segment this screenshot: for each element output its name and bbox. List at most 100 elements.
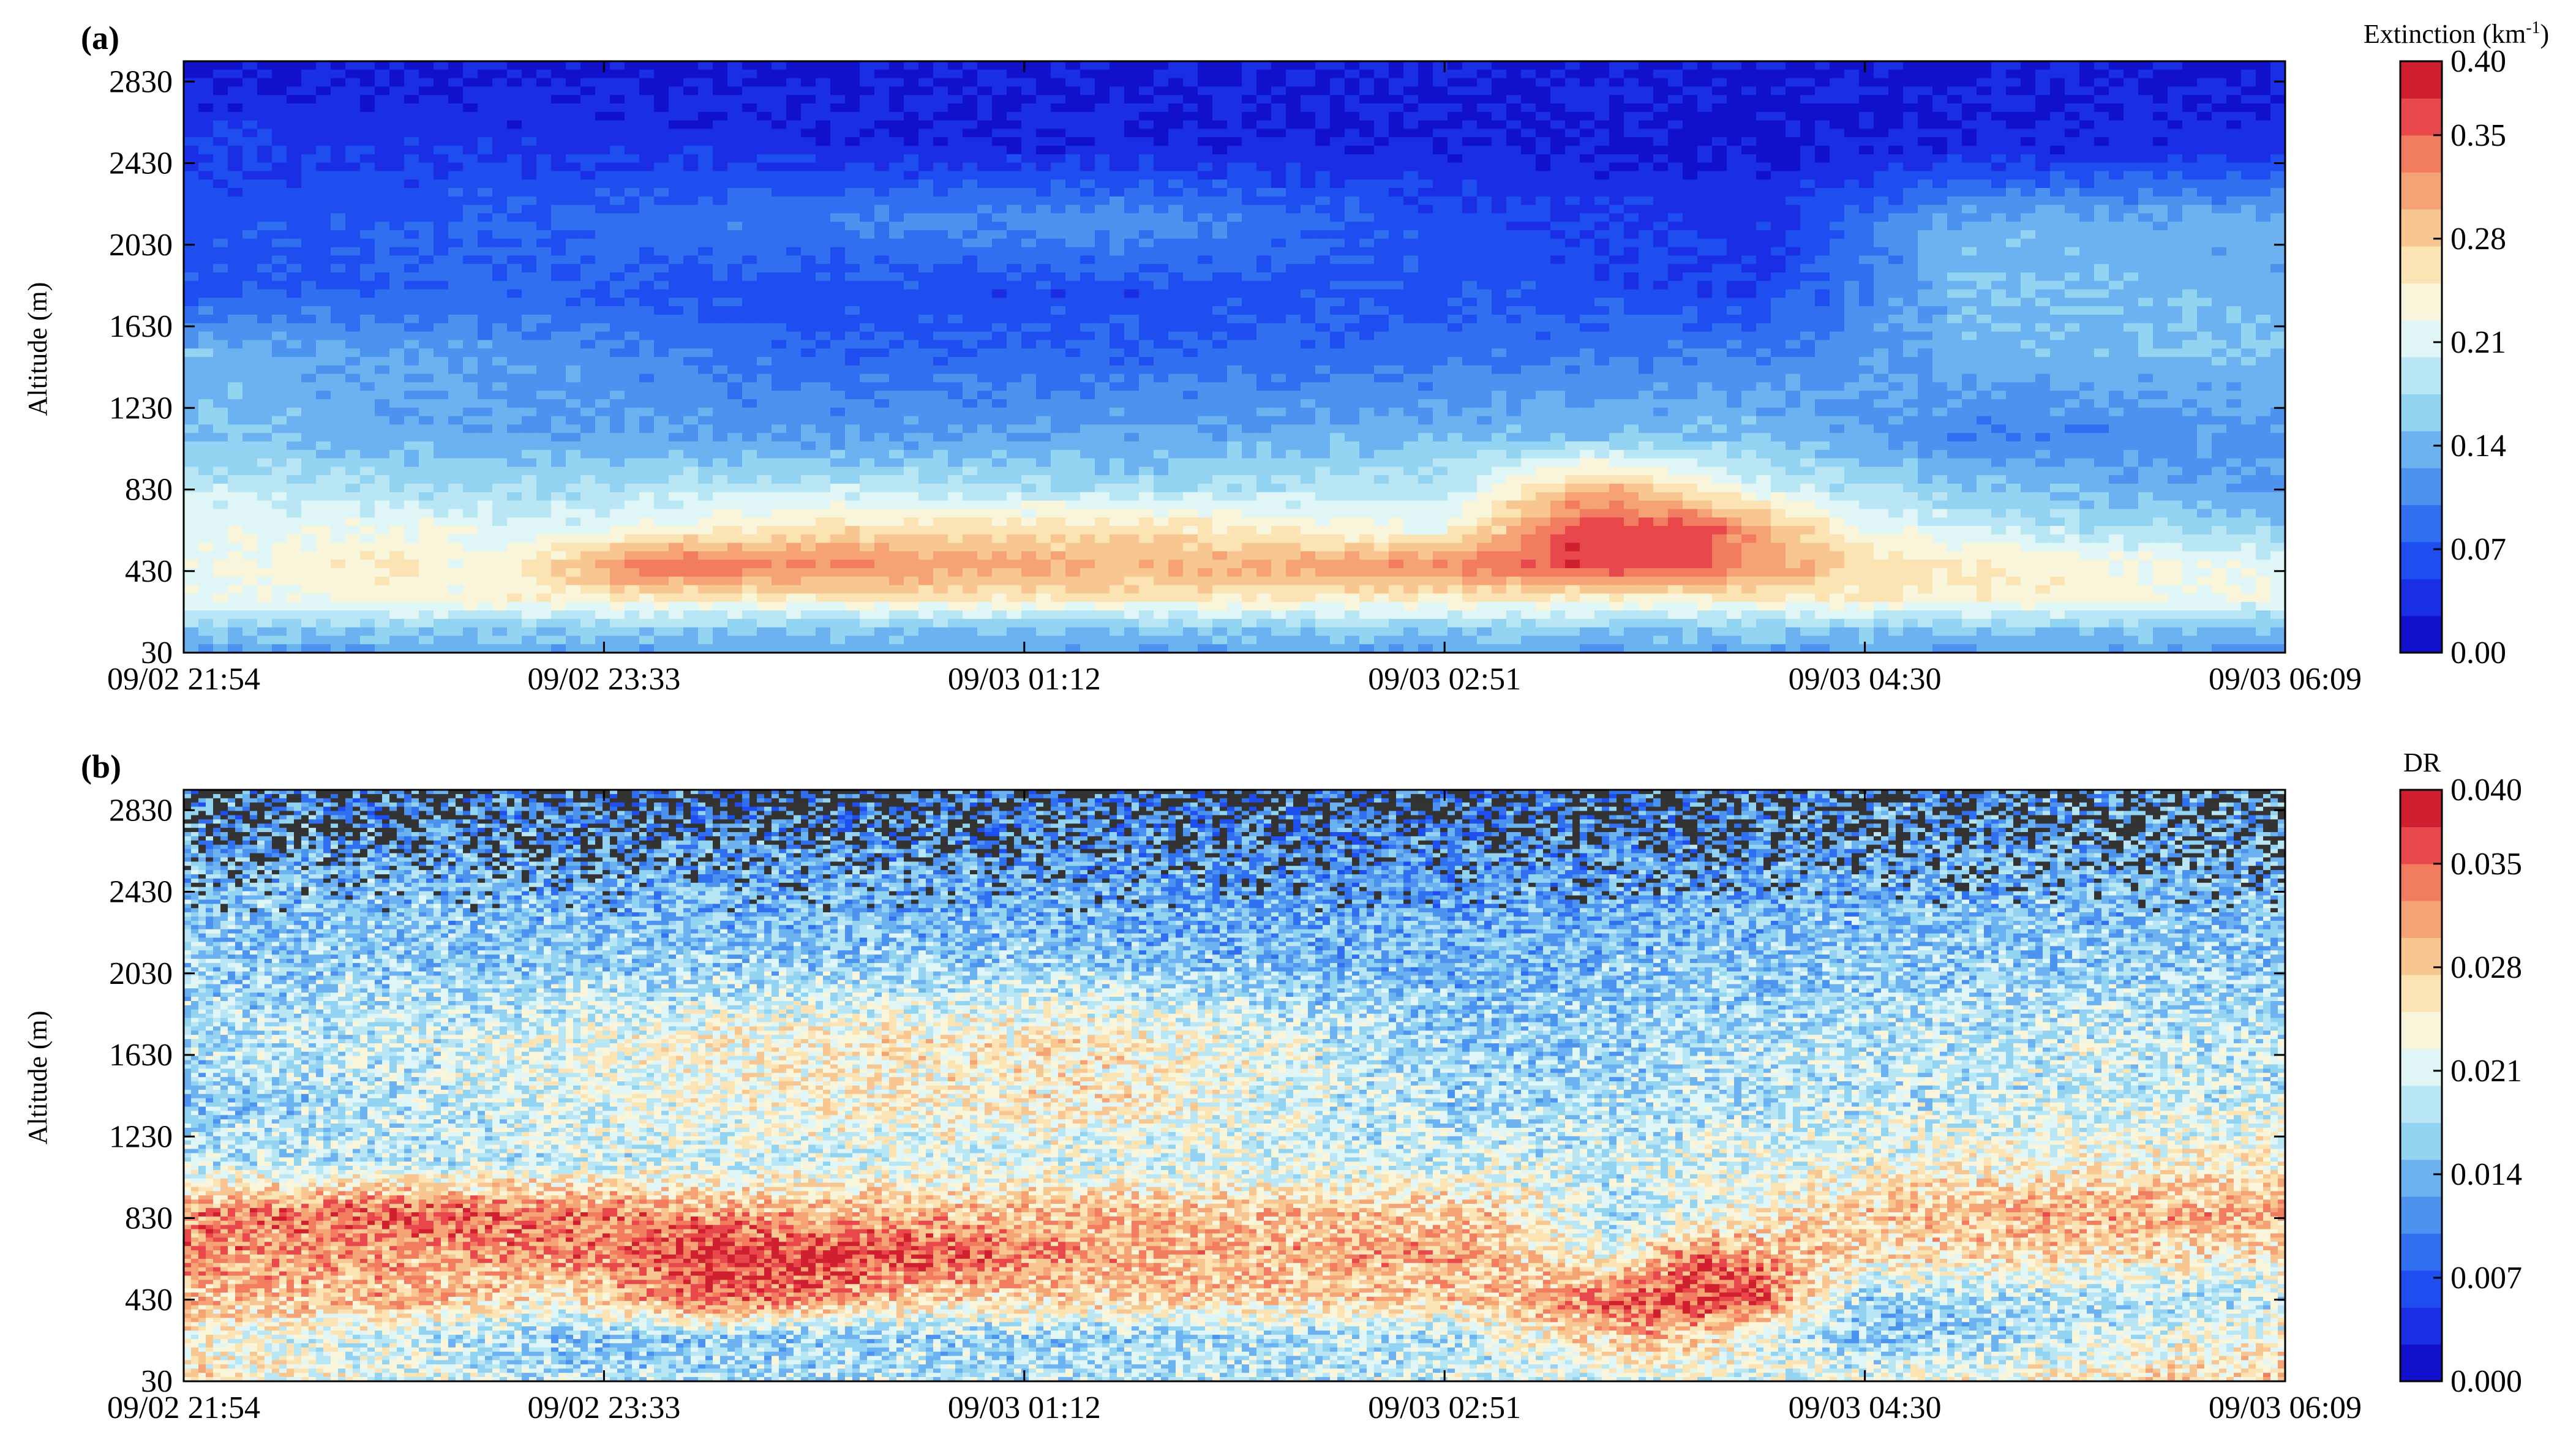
heatmap-cell <box>845 171 860 180</box>
heatmap-cell <box>1712 95 1727 104</box>
heatmap-cell <box>448 103 464 113</box>
heatmap-cell <box>816 205 831 214</box>
heatmap-cell <box>2021 188 2036 197</box>
heatmap-cell <box>610 179 625 189</box>
heatmap-cell <box>1124 95 1140 104</box>
heatmap-cell <box>963 197 978 206</box>
heatmap-cell <box>1903 95 1918 104</box>
heatmap-cell <box>1345 213 1360 222</box>
heatmap-cell <box>1286 95 1301 104</box>
heatmap-cell <box>1124 112 1140 121</box>
heatmap-cell <box>1359 222 1375 231</box>
heatmap-cell <box>860 95 875 104</box>
heatmap-cell <box>301 95 317 104</box>
heatmap-cell <box>1271 179 1286 189</box>
heatmap-cell <box>345 103 361 113</box>
heatmap-cell <box>1594 129 1610 138</box>
heatmap-cell <box>1639 171 1654 180</box>
heatmap-cell <box>1286 129 1301 138</box>
heatmap-cell <box>1653 213 1669 222</box>
heatmap-cell <box>2138 179 2154 189</box>
heatmap-cell <box>2124 179 2139 189</box>
heatmap-cell <box>1844 61 1860 70</box>
heatmap-cell <box>1521 188 1536 197</box>
heatmap-cell <box>904 112 919 121</box>
heatmap-cell <box>1256 129 1272 138</box>
heatmap-cell <box>1771 146 1786 155</box>
heatmap-cell <box>1712 121 1727 130</box>
heatmap-cell <box>522 61 537 70</box>
heatmap-cell <box>1492 103 1507 113</box>
heatmap-cell <box>1477 163 1492 172</box>
heatmap-cell <box>580 103 596 113</box>
heatmap-cell <box>1609 103 1624 113</box>
heatmap-cell <box>1594 197 1610 206</box>
heatmap-cell <box>610 137 625 146</box>
heatmap-cell <box>933 179 948 189</box>
heatmap-cell <box>1991 121 2007 130</box>
heatmap-cell <box>1903 205 1918 214</box>
heatmap-cell <box>242 205 258 214</box>
heatmap-cell <box>683 86 699 96</box>
heatmap-cell <box>184 103 199 113</box>
heatmap-cell <box>1286 205 1301 214</box>
heatmap-cell <box>595 171 610 180</box>
heatmap-cell <box>1521 103 1536 113</box>
heatmap-cell <box>184 86 199 96</box>
heatmap-cell <box>1815 197 1830 206</box>
heatmap-cell <box>801 112 816 121</box>
heatmap-cell <box>1786 163 1801 172</box>
heatmap-cell <box>507 188 522 197</box>
heatmap-cell <box>1021 137 1037 146</box>
heatmap-cell <box>1741 205 1757 214</box>
heatmap-cell <box>228 121 243 130</box>
heatmap-cell <box>801 70 816 79</box>
heatmap-cell <box>595 230 610 239</box>
heatmap-cell <box>1065 137 1081 146</box>
heatmap-cell <box>1315 86 1331 96</box>
heatmap-cell <box>1095 205 1110 214</box>
heatmap-cell <box>772 121 787 130</box>
heatmap-cell <box>301 171 317 180</box>
heatmap-cell <box>242 129 258 138</box>
heatmap-cell <box>345 171 361 180</box>
heatmap-cell <box>257 171 272 180</box>
heatmap-cell <box>1271 61 1286 70</box>
heatmap-cell <box>1021 163 1037 172</box>
heatmap-cell <box>2079 129 2095 138</box>
heatmap-cell <box>580 95 596 104</box>
heatmap-cell <box>1007 163 1022 172</box>
heatmap-cell <box>1609 222 1624 231</box>
heatmap-cell <box>1727 222 1742 231</box>
heatmap-cell <box>1477 146 1492 155</box>
heatmap-cell <box>1727 121 1742 130</box>
heatmap-cell <box>1624 179 1639 189</box>
heatmap-cell <box>963 171 978 180</box>
heatmap-cell <box>1154 86 1169 96</box>
heatmap-cell <box>2168 163 2183 172</box>
heatmap-cell <box>184 188 199 197</box>
heatmap-cell <box>1359 154 1375 163</box>
heatmap-cell <box>1888 137 1904 146</box>
heatmap-cell <box>1433 121 1448 130</box>
heatmap-cell <box>345 213 361 222</box>
heatmap-cell <box>801 222 816 231</box>
heatmap-cell <box>1139 188 1154 197</box>
heatmap-cell <box>1932 146 1948 155</box>
heatmap-cell <box>1359 61 1375 70</box>
heatmap-cell <box>874 129 890 138</box>
heatmap-cell <box>904 61 919 70</box>
heatmap-cell <box>2168 154 2183 163</box>
heatmap-cell <box>389 205 405 214</box>
heatmap-cell <box>2270 86 2286 96</box>
heatmap-cell <box>1565 103 1580 113</box>
heatmap-cell <box>1345 171 1360 180</box>
heatmap-cell <box>1242 179 1257 189</box>
heatmap-cell <box>1550 121 1566 130</box>
heatmap-cell <box>1477 171 1492 180</box>
heatmap-cell <box>2079 146 2095 155</box>
heatmap-cell <box>2109 197 2124 206</box>
heatmap-cell <box>375 171 390 180</box>
heatmap-cell <box>1947 205 1962 214</box>
heatmap-cell <box>742 197 757 206</box>
